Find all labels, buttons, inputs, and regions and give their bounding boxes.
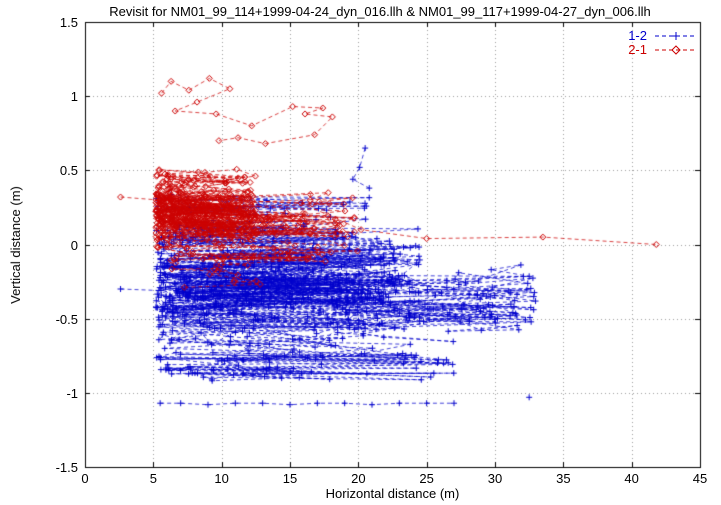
x-tick-label: 30 xyxy=(487,471,503,486)
legend: 1-2 2-1 xyxy=(628,28,697,57)
y-axis-label: Vertical distance (m) xyxy=(8,186,23,304)
y-tick-label: -1 xyxy=(66,385,78,401)
y-tick-label: -1.5 xyxy=(55,460,78,475)
x-axis-label: Horizontal distance (m) xyxy=(325,486,460,501)
diamond-marker-icon xyxy=(655,44,697,55)
legend-item-2-1: 2-1 xyxy=(628,42,697,57)
y-tick-label: 1 xyxy=(70,89,78,105)
x-tick-label: 25 xyxy=(419,471,434,486)
legend-label: 2-1 xyxy=(628,42,647,57)
x-tick-label: 45 xyxy=(692,471,708,486)
x-tick-label: 40 xyxy=(624,471,639,486)
x-tick-label: 0 xyxy=(81,471,89,486)
y-tick-label: 0.5 xyxy=(59,163,78,179)
y-tick-label: 0 xyxy=(70,237,78,253)
legend-label: 1-2 xyxy=(628,28,647,43)
x-tick-label: 15 xyxy=(282,471,298,486)
y-tick-label: 1.5 xyxy=(59,15,78,30)
x-tick-label: 10 xyxy=(214,471,229,486)
chart-title: Revisit for NM01_99_114+1999-04-24_dyn_0… xyxy=(109,4,651,19)
x-tick-label: 20 xyxy=(351,471,366,486)
y-tick-label: -0.5 xyxy=(55,311,78,327)
plus-marker-icon xyxy=(655,31,697,40)
x-tick-label: 5 xyxy=(149,471,157,486)
x-tick-label: 35 xyxy=(556,471,571,486)
legend-item-1-2: 1-2 xyxy=(628,28,697,43)
